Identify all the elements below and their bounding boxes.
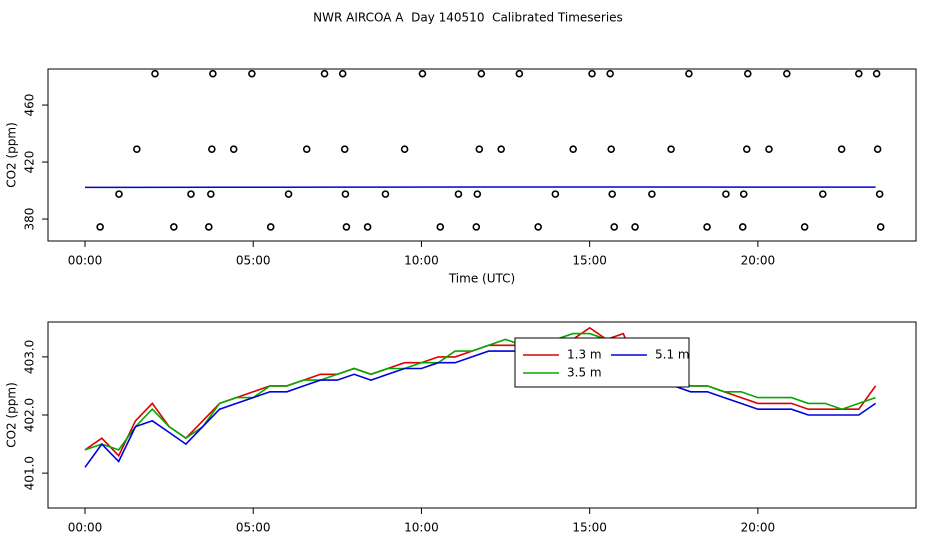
- y-tick-label: 420: [23, 151, 37, 174]
- x-tick-label: 00:00: [68, 521, 103, 535]
- series-line: [84, 332, 876, 451]
- point: [209, 69, 217, 78]
- point: [534, 223, 542, 231]
- point: [588, 69, 596, 78]
- x-tick-label: 10:00: [404, 521, 439, 535]
- plot-frame: [47, 68, 917, 242]
- point: [115, 190, 123, 198]
- point: [738, 223, 747, 231]
- point: [497, 145, 505, 154]
- point: [606, 69, 614, 78]
- point: [648, 190, 656, 198]
- point: [187, 190, 195, 198]
- point: [473, 190, 482, 198]
- point: [872, 69, 881, 78]
- point: [133, 145, 141, 154]
- plot-frame: [47, 321, 917, 509]
- point: [454, 190, 463, 198]
- x-tick-label: 15:00: [572, 521, 607, 535]
- y-tick-label: 401.0: [23, 456, 37, 490]
- point: [819, 190, 827, 198]
- point: [340, 145, 349, 154]
- point: [400, 145, 409, 154]
- point: [381, 190, 390, 198]
- point: [363, 223, 372, 231]
- point: [743, 69, 752, 78]
- point: [800, 223, 809, 231]
- x-tick-label: 05:00: [236, 254, 271, 268]
- x-axis-label: Time (UTC): [448, 272, 515, 286]
- point: [207, 190, 215, 198]
- legend-box: [514, 337, 690, 388]
- x-tick-label: 00:00: [68, 254, 103, 268]
- point: [837, 145, 846, 154]
- point: [170, 223, 178, 231]
- point: [436, 223, 445, 231]
- point: [631, 223, 639, 231]
- point: [855, 69, 863, 78]
- series-line: [84, 326, 877, 458]
- legend-label: 1.3 m: [567, 348, 602, 362]
- point: [610, 223, 619, 231]
- point: [875, 190, 884, 198]
- point: [151, 69, 159, 78]
- point: [607, 145, 615, 154]
- point: [248, 69, 256, 78]
- y-axis-label: CO2 (ppm): [5, 122, 19, 188]
- y-tick-label: 380: [23, 208, 37, 231]
- series-line: [84, 338, 877, 468]
- point: [208, 145, 216, 154]
- point: [302, 145, 311, 154]
- point: [742, 145, 751, 154]
- x-tick-label: 20:00: [741, 521, 776, 535]
- point: [284, 190, 293, 198]
- x-tick-label: 10:00: [404, 254, 439, 268]
- x-tick-label: 05:00: [236, 521, 271, 535]
- point: [418, 69, 427, 78]
- x-tick-label: 15:00: [572, 254, 607, 268]
- point: [739, 190, 748, 198]
- point: [266, 223, 275, 231]
- legend-label: 5.1 m: [655, 348, 690, 362]
- legend-label: 3.5 m: [567, 366, 602, 380]
- point: [569, 145, 577, 154]
- y-tick-label: 460: [23, 94, 37, 117]
- x-tick-label: 20:00: [741, 254, 776, 268]
- point: [320, 69, 329, 78]
- point: [472, 223, 481, 231]
- point: [477, 69, 486, 78]
- point: [96, 223, 104, 231]
- point: [876, 223, 885, 231]
- point: [205, 223, 213, 231]
- point: [475, 145, 484, 154]
- point: [515, 69, 524, 78]
- point: [722, 190, 730, 198]
- point: [783, 69, 791, 78]
- point: [551, 190, 560, 198]
- point: [229, 145, 238, 154]
- point: [338, 69, 347, 78]
- y-tick-label: 403.0: [23, 340, 37, 374]
- point: [667, 145, 675, 154]
- point: [685, 69, 693, 78]
- y-tick-label: 402.0: [23, 398, 37, 432]
- x-axis-label: Time (UTC): [448, 539, 515, 540]
- chart-title: NWR AIRCOA A Day 140510 Calibrated Times…: [313, 11, 623, 25]
- point: [341, 190, 350, 198]
- point: [873, 145, 882, 154]
- point: [608, 190, 617, 198]
- point: [765, 145, 773, 154]
- point: [703, 223, 711, 231]
- point: [342, 223, 351, 231]
- y-axis-label: CO2 (ppm): [5, 382, 19, 448]
